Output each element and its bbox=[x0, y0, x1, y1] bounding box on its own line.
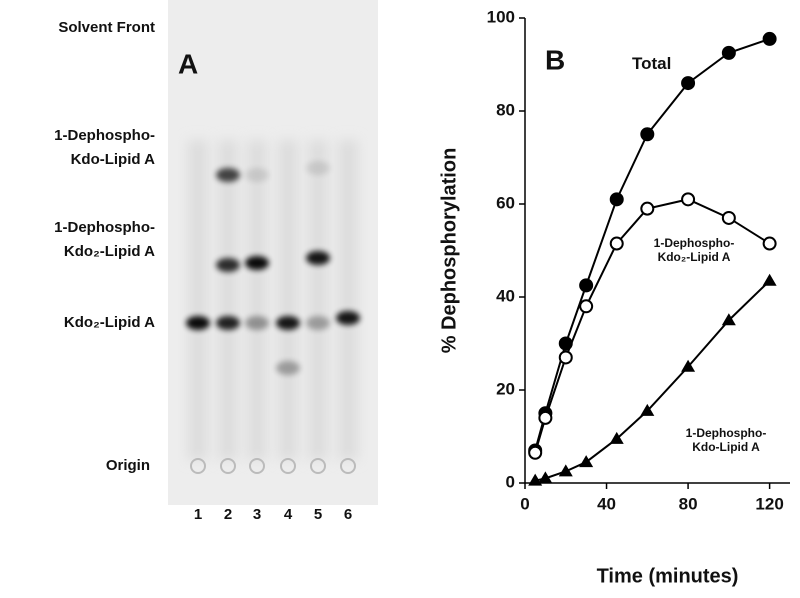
lane-label: 6 bbox=[344, 506, 352, 523]
marker bbox=[579, 299, 594, 314]
x-tick-label: 40 bbox=[597, 494, 616, 513]
marker bbox=[640, 403, 655, 416]
origin-spot bbox=[280, 458, 296, 474]
lane-label: 4 bbox=[284, 506, 293, 523]
y-tick-label: 100 bbox=[487, 7, 515, 26]
row-label: Origin bbox=[106, 457, 150, 474]
marker bbox=[609, 236, 624, 251]
series-label: Total bbox=[632, 54, 672, 73]
marker bbox=[528, 473, 543, 486]
gel-spot bbox=[245, 316, 269, 330]
gel-spot bbox=[336, 311, 360, 325]
y-tick-label: 80 bbox=[496, 100, 515, 119]
marker bbox=[609, 192, 624, 207]
series-label: 1-Dephospho-Kdo-Lipid A bbox=[685, 426, 767, 455]
marker bbox=[681, 359, 696, 372]
y-tick-label: 40 bbox=[496, 286, 515, 305]
row-label: 1-Dephospho- bbox=[54, 219, 155, 236]
gel-spot bbox=[276, 316, 300, 330]
marker bbox=[558, 464, 573, 477]
marker bbox=[721, 210, 736, 225]
gel-spot bbox=[306, 251, 330, 265]
origin-spot bbox=[249, 458, 265, 474]
gel-spot bbox=[276, 361, 300, 375]
gel-spots bbox=[186, 140, 360, 474]
row-label: Solvent Front bbox=[58, 19, 155, 36]
marker bbox=[762, 31, 777, 46]
gel-spot bbox=[306, 161, 330, 175]
marker bbox=[762, 273, 777, 286]
x-tick-label: 120 bbox=[755, 494, 783, 513]
row-label: Kdo-Lipid A bbox=[71, 151, 156, 168]
marker bbox=[609, 431, 624, 444]
marker bbox=[681, 192, 696, 207]
x-axis-label: Time (minutes) bbox=[597, 565, 739, 587]
gel-spot bbox=[306, 316, 330, 330]
marker bbox=[721, 313, 736, 326]
origin-spot bbox=[190, 458, 206, 474]
origin-spot bbox=[220, 458, 236, 474]
marker bbox=[681, 76, 696, 91]
marker bbox=[579, 455, 594, 468]
marker bbox=[640, 201, 655, 216]
lane-smear bbox=[308, 140, 328, 460]
origin-spot bbox=[310, 458, 326, 474]
y-tick-label: 20 bbox=[496, 379, 515, 398]
origin-spot bbox=[340, 458, 356, 474]
lane-smear bbox=[188, 140, 208, 460]
lane-smear bbox=[338, 140, 358, 460]
row-label: 1-Dephospho- bbox=[54, 127, 155, 144]
lane-smear bbox=[218, 140, 238, 460]
lane-label: 1 bbox=[194, 506, 202, 523]
x-tick-label: 0 bbox=[520, 494, 529, 513]
marker bbox=[558, 350, 573, 365]
lane-smear bbox=[247, 140, 267, 460]
marker bbox=[579, 278, 594, 293]
y-tick-label: 0 bbox=[506, 472, 515, 491]
series-label: 1-Dephospho-Kdo₂-Lipid A bbox=[653, 236, 735, 265]
lane-label: 3 bbox=[253, 506, 261, 523]
x-tick-label: 80 bbox=[679, 494, 698, 513]
gel-spot bbox=[186, 316, 210, 330]
y-tick-label: 60 bbox=[496, 193, 515, 212]
gel-spot bbox=[216, 258, 240, 272]
panel-b-label: B bbox=[545, 44, 565, 75]
row-label: Kdo₂-Lipid A bbox=[64, 243, 155, 260]
marker bbox=[640, 127, 655, 142]
gel-spot bbox=[216, 168, 240, 182]
y-axis-label: % Dephosphorylation bbox=[438, 148, 460, 354]
marker bbox=[538, 471, 553, 484]
marker bbox=[528, 445, 543, 460]
gel-spot bbox=[245, 168, 269, 182]
lane-label: 2 bbox=[224, 506, 232, 523]
row-label: Kdo₂-Lipid A bbox=[64, 314, 155, 331]
lane-smear bbox=[278, 140, 298, 460]
marker bbox=[721, 45, 736, 60]
marker bbox=[762, 236, 777, 251]
gel-spot bbox=[245, 256, 269, 270]
panel-a-label: A bbox=[178, 48, 198, 79]
gel-spot bbox=[216, 316, 240, 330]
marker bbox=[538, 410, 553, 425]
lane-label: 5 bbox=[314, 506, 322, 523]
